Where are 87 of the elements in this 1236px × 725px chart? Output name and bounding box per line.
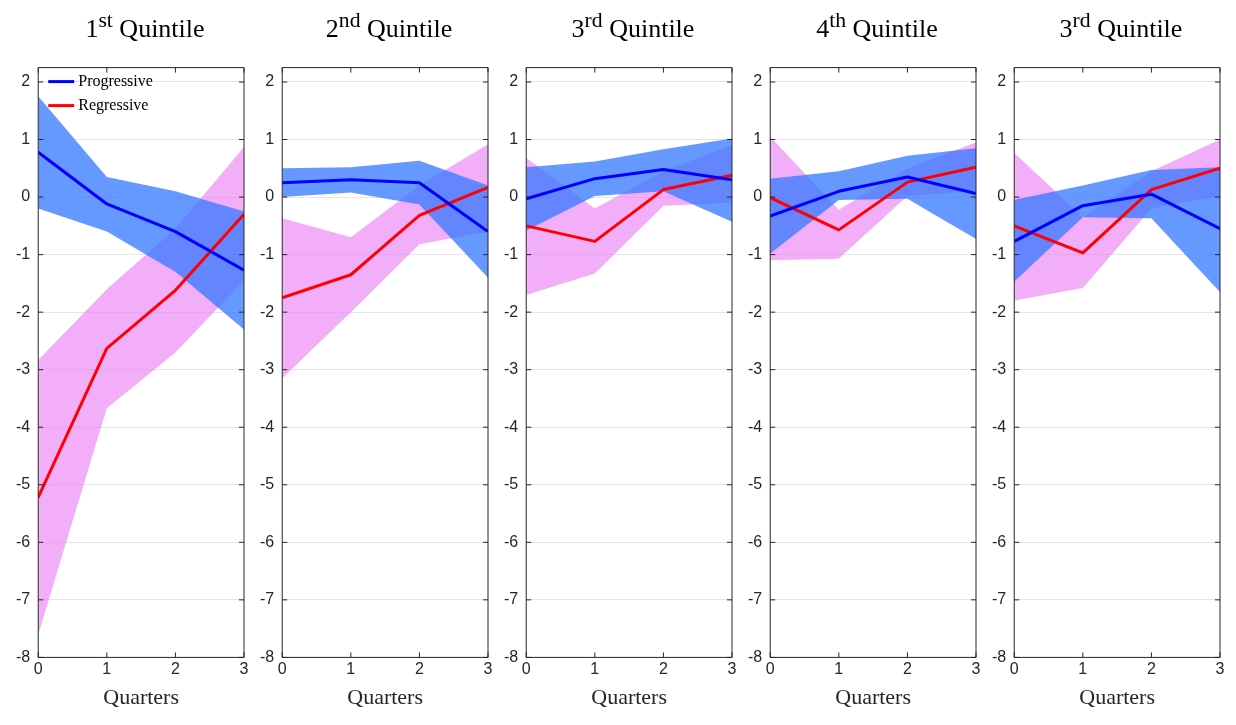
y-tick-label: 2 [753,72,763,90]
x-tick-label: 1 [346,660,356,678]
legend-label: Regressive [78,95,149,114]
x-axis-title: Quarters [1079,683,1155,709]
x-axis-title: Quarters [347,683,423,709]
y-tick-label: -4 [747,417,763,435]
x-axis-title: Quarters [591,683,667,709]
x-tick-label: 1 [590,660,600,678]
y-tick-label: -3 [259,360,275,378]
y-tick-label: 2 [997,72,1007,90]
y-tick-label: 1 [21,129,31,147]
x-tick-label: 2 [902,660,912,678]
y-tick-label: -8 [15,647,31,665]
chart-title: 1$^{st}$ Quintile [84,8,205,45]
x-tick-label: 1 [1078,660,1088,678]
y-tick-label: -1 [15,245,31,263]
x-axis-title: Quarters [103,683,179,709]
y-tick-label: -1 [747,245,763,263]
y-tick-label: -5 [503,475,519,493]
y-tick-label: -7 [991,590,1007,608]
y-tick-label: -3 [747,360,763,378]
x-tick-label: 0 [33,660,43,678]
y-tick-label: 0 [509,187,519,205]
y-tick-label: -3 [503,360,519,378]
x-tick-label: 2 [170,660,180,678]
y-tick-label: 1 [997,129,1007,147]
y-tick-label: -6 [259,532,275,550]
x-tick-label: 3 [971,660,981,678]
y-tick-label: 0 [265,187,275,205]
y-tick-label: -6 [15,532,31,550]
y-tick-label: -8 [991,647,1007,665]
y-tick-label: -8 [503,647,519,665]
y-tick-label: -5 [747,475,763,493]
y-tick-label: -4 [15,417,31,435]
x-tick-label: 0 [277,660,287,678]
y-tick-label: -2 [503,302,519,320]
y-tick-label: -3 [15,360,31,378]
y-tick-label: -6 [991,532,1007,550]
y-tick-label: 0 [997,187,1007,205]
y-tick-label: -5 [259,475,275,493]
chart-title: 3$^{rd}$ Quintile [570,8,695,45]
y-tick-label: -1 [259,245,275,263]
y-tick-label: -7 [747,590,763,608]
x-tick-label: 1 [102,660,112,678]
y-tick-label: 2 [265,72,275,90]
y-tick-label: -1 [991,245,1007,263]
legend-label: Progressive [78,71,153,90]
y-tick-label: -2 [991,302,1007,320]
y-tick-label: -6 [503,532,519,550]
x-tick-label: 3 [727,660,737,678]
y-tick-label: 1 [509,129,519,147]
y-tick-label: -6 [747,532,763,550]
y-tick-label: 0 [753,187,763,205]
y-tick-label: -1 [503,245,519,263]
y-tick-label: -5 [991,475,1007,493]
x-tick-label: 2 [1146,660,1156,678]
x-axis-title: Quarters [835,683,911,709]
chart-title: 4$^{th}$ Quintile [815,8,938,45]
y-tick-label: -3 [991,360,1007,378]
x-tick-label: 0 [765,660,775,678]
chart-title: 3$^{rd}$ Quintile [1058,8,1183,45]
y-tick-label: -4 [259,417,275,435]
x-tick-label: 2 [658,660,668,678]
y-tick-label: 1 [753,129,763,147]
y-tick-label: -8 [747,647,763,665]
x-tick-label: 0 [521,660,531,678]
y-tick-label: 0 [21,187,31,205]
x-tick-label: 0 [1009,660,1019,678]
y-tick-label: -8 [259,647,275,665]
y-tick-label: -7 [15,590,31,608]
y-tick-label: -7 [503,590,519,608]
chart-title: 2$^{nd}$ Quintile [324,8,453,45]
x-tick-label: 3 [1215,660,1225,678]
y-tick-label: -2 [747,302,763,320]
y-tick-label: 2 [509,72,519,90]
x-tick-label: 3 [239,660,249,678]
x-tick-label: 1 [834,660,844,678]
y-tick-label: -4 [991,417,1007,435]
x-tick-label: 2 [414,660,424,678]
x-tick-label: 3 [483,660,493,678]
y-tick-label: -2 [15,302,31,320]
y-tick-label: -7 [259,590,275,608]
y-tick-label: -4 [503,417,519,435]
y-tick-label: -5 [15,475,31,493]
y-tick-label: -2 [259,302,275,320]
y-tick-label: 1 [265,129,275,147]
y-tick-label: 2 [21,72,31,90]
